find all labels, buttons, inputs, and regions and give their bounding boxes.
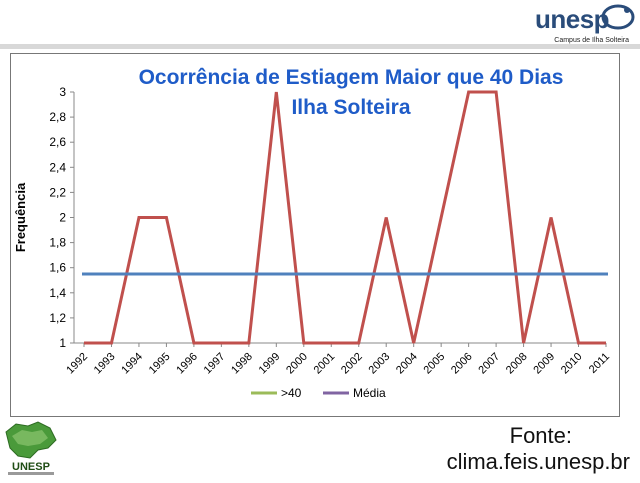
legend-label: >40 <box>281 386 302 400</box>
state-map-logo: UNESP <box>2 418 60 478</box>
x-tick-label: 2001 <box>312 351 338 377</box>
header-divider <box>0 44 640 49</box>
x-tick-label: 1999 <box>257 351 283 377</box>
x-tick-label: 1998 <box>229 351 255 377</box>
y-tick-label: 3 <box>59 85 66 99</box>
x-tick-label: 2004 <box>394 351 420 377</box>
x-tick-label: 1997 <box>202 351 228 377</box>
x-tick-label: 1994 <box>119 351 145 377</box>
series-line-freq <box>84 90 606 345</box>
logo-ellipse-icon <box>601 4 635 30</box>
x-tick-label: 2007 <box>476 351 502 377</box>
y-tick-label: 1 <box>59 336 66 350</box>
y-tick-label: 2,6 <box>49 135 66 149</box>
y-tick-label: 2,4 <box>49 160 66 174</box>
legend-label: Média <box>353 386 386 400</box>
x-tick-label: 2006 <box>449 351 475 377</box>
x-tick-label: 2005 <box>421 351 447 377</box>
chart-title-line1: Ocorrência de Estiagem Maior que 40 Dias <box>139 66 564 89</box>
chart-title-line2: Ilha Solteira <box>291 96 410 119</box>
y-tick-label: 2 <box>59 211 66 225</box>
x-tick-label: 1995 <box>147 351 173 377</box>
y-tick-label: 1,8 <box>49 236 66 250</box>
y-tick-label: 1,4 <box>49 286 66 300</box>
x-tick-label: 2009 <box>531 351 557 377</box>
logo-subtitle: Campus de Ilha Solteira <box>554 37 629 44</box>
chart-frame: Ocorrência de Estiagem Maior que 40 Dias… <box>10 53 620 417</box>
x-tick-label: 2003 <box>367 351 393 377</box>
line-chart: Ocorrência de Estiagem Maior que 40 Dias… <box>13 66 612 400</box>
unesp-logo: unesp Campus de Ilha Solteira <box>535 2 635 46</box>
y-axis-label: Frequência <box>13 182 28 252</box>
sao-paulo-map-icon: UNESP <box>5 421 57 475</box>
y-tick-label: 2,8 <box>49 110 66 124</box>
x-tick-label: 2002 <box>339 351 365 377</box>
source-url: clima.feis.unesp.br <box>446 449 630 474</box>
x-tick-label: 1992 <box>64 351 90 377</box>
logo-wordmark: unesp <box>535 4 610 34</box>
y-tick-label: 1,6 <box>49 261 66 275</box>
x-tick-label: 2000 <box>284 351 310 377</box>
x-tick-label: 1996 <box>174 351 200 377</box>
source-label: Fonte: <box>509 423 572 448</box>
y-tick-label: 1,2 <box>49 311 66 325</box>
x-tick-label: 2008 <box>504 351 530 377</box>
x-tick-label: 1993 <box>92 351 118 377</box>
x-tick-label: 2011 <box>587 351 612 376</box>
y-tick-label: 2,2 <box>49 185 66 199</box>
x-tick-label: 2010 <box>559 351 585 377</box>
bottom-logo-text: UNESP <box>12 461 50 473</box>
